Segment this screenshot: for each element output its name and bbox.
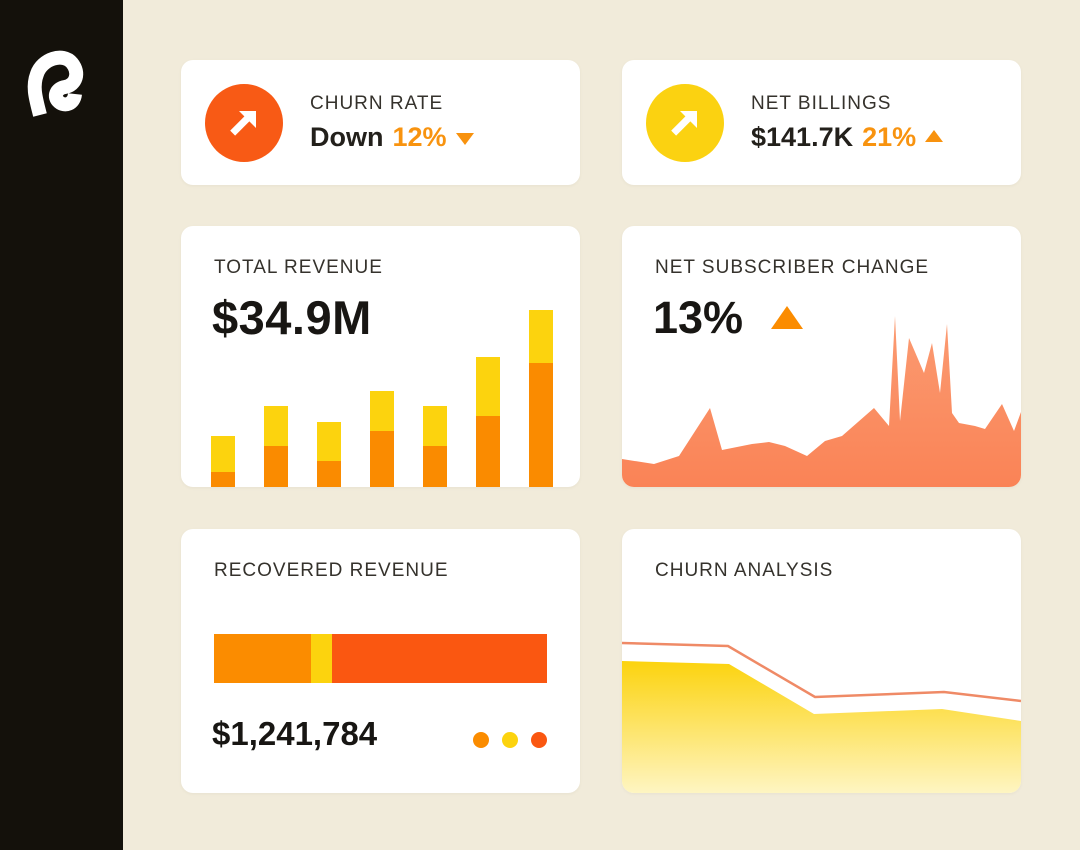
bar xyxy=(529,310,553,487)
area-series xyxy=(622,316,1021,487)
bar xyxy=(211,436,235,487)
total-revenue-card: TOTAL REVENUE $34.9M xyxy=(181,226,580,487)
churn-rate-icon-circle xyxy=(205,83,283,162)
bar-segment xyxy=(214,634,311,683)
area-series xyxy=(622,661,1021,793)
bar xyxy=(370,391,394,487)
card-title: CHURN RATE xyxy=(310,92,444,114)
arrow-up-right-icon xyxy=(671,110,697,136)
carousel-dot[interactable] xyxy=(473,732,489,748)
bar xyxy=(423,406,447,487)
bar-segment xyxy=(332,634,547,683)
card-title: CHURN ANALYSIS xyxy=(655,560,834,581)
churn-analysis-card: CHURN ANALYSIS xyxy=(622,529,1021,793)
card-title: NET SUBSCRIBER CHANGE xyxy=(655,257,930,278)
churn-rate-card: CHURN RATE Down 12% xyxy=(181,60,580,185)
trend-up-icon xyxy=(925,130,944,142)
trend-up-icon xyxy=(771,306,804,329)
bar xyxy=(476,357,500,487)
recovered-revenue-value: $1,241,784 xyxy=(212,715,378,752)
card-title: NET BILLINGS xyxy=(751,92,892,114)
card-title: RECOVERED REVENUE xyxy=(214,560,449,581)
bar-segment xyxy=(310,634,333,683)
carousel-dots xyxy=(473,732,547,748)
stacked-bar-chart xyxy=(211,297,553,487)
trend-down-icon xyxy=(455,133,474,145)
net-subscriber-change-value: 13% xyxy=(653,292,744,343)
arrow-up-right-icon xyxy=(230,110,256,136)
net-billings-card: NET BILLINGS $141.7K 21% xyxy=(622,60,1021,185)
subscriber-area-chart xyxy=(622,316,1021,487)
sidebar xyxy=(0,0,123,850)
net-billings-value: $141.7K xyxy=(751,121,854,152)
churn-rate-label: Down xyxy=(310,121,384,152)
carousel-dot[interactable] xyxy=(531,732,547,748)
churn-rate-pct: 12% xyxy=(392,121,447,152)
total-revenue-value: $34.9M xyxy=(212,291,372,344)
net-subscriber-change-card: NET SUBSCRIBER CHANGE 13% xyxy=(622,226,1021,487)
recovered-revenue-card: RECOVERED REVENUE $1,241,784 xyxy=(181,529,580,793)
net-billings-pct: 21% xyxy=(862,121,917,152)
card-title: TOTAL REVENUE xyxy=(214,257,383,278)
carousel-dot[interactable] xyxy=(502,732,518,748)
line-series xyxy=(622,641,1021,703)
horizontal-stacked-bar xyxy=(214,634,547,683)
bar xyxy=(317,422,341,487)
churn-analysis-chart xyxy=(622,641,1021,793)
recurly-logo-icon xyxy=(26,47,96,124)
bar xyxy=(264,406,288,487)
net-billings-icon-circle xyxy=(646,83,724,162)
